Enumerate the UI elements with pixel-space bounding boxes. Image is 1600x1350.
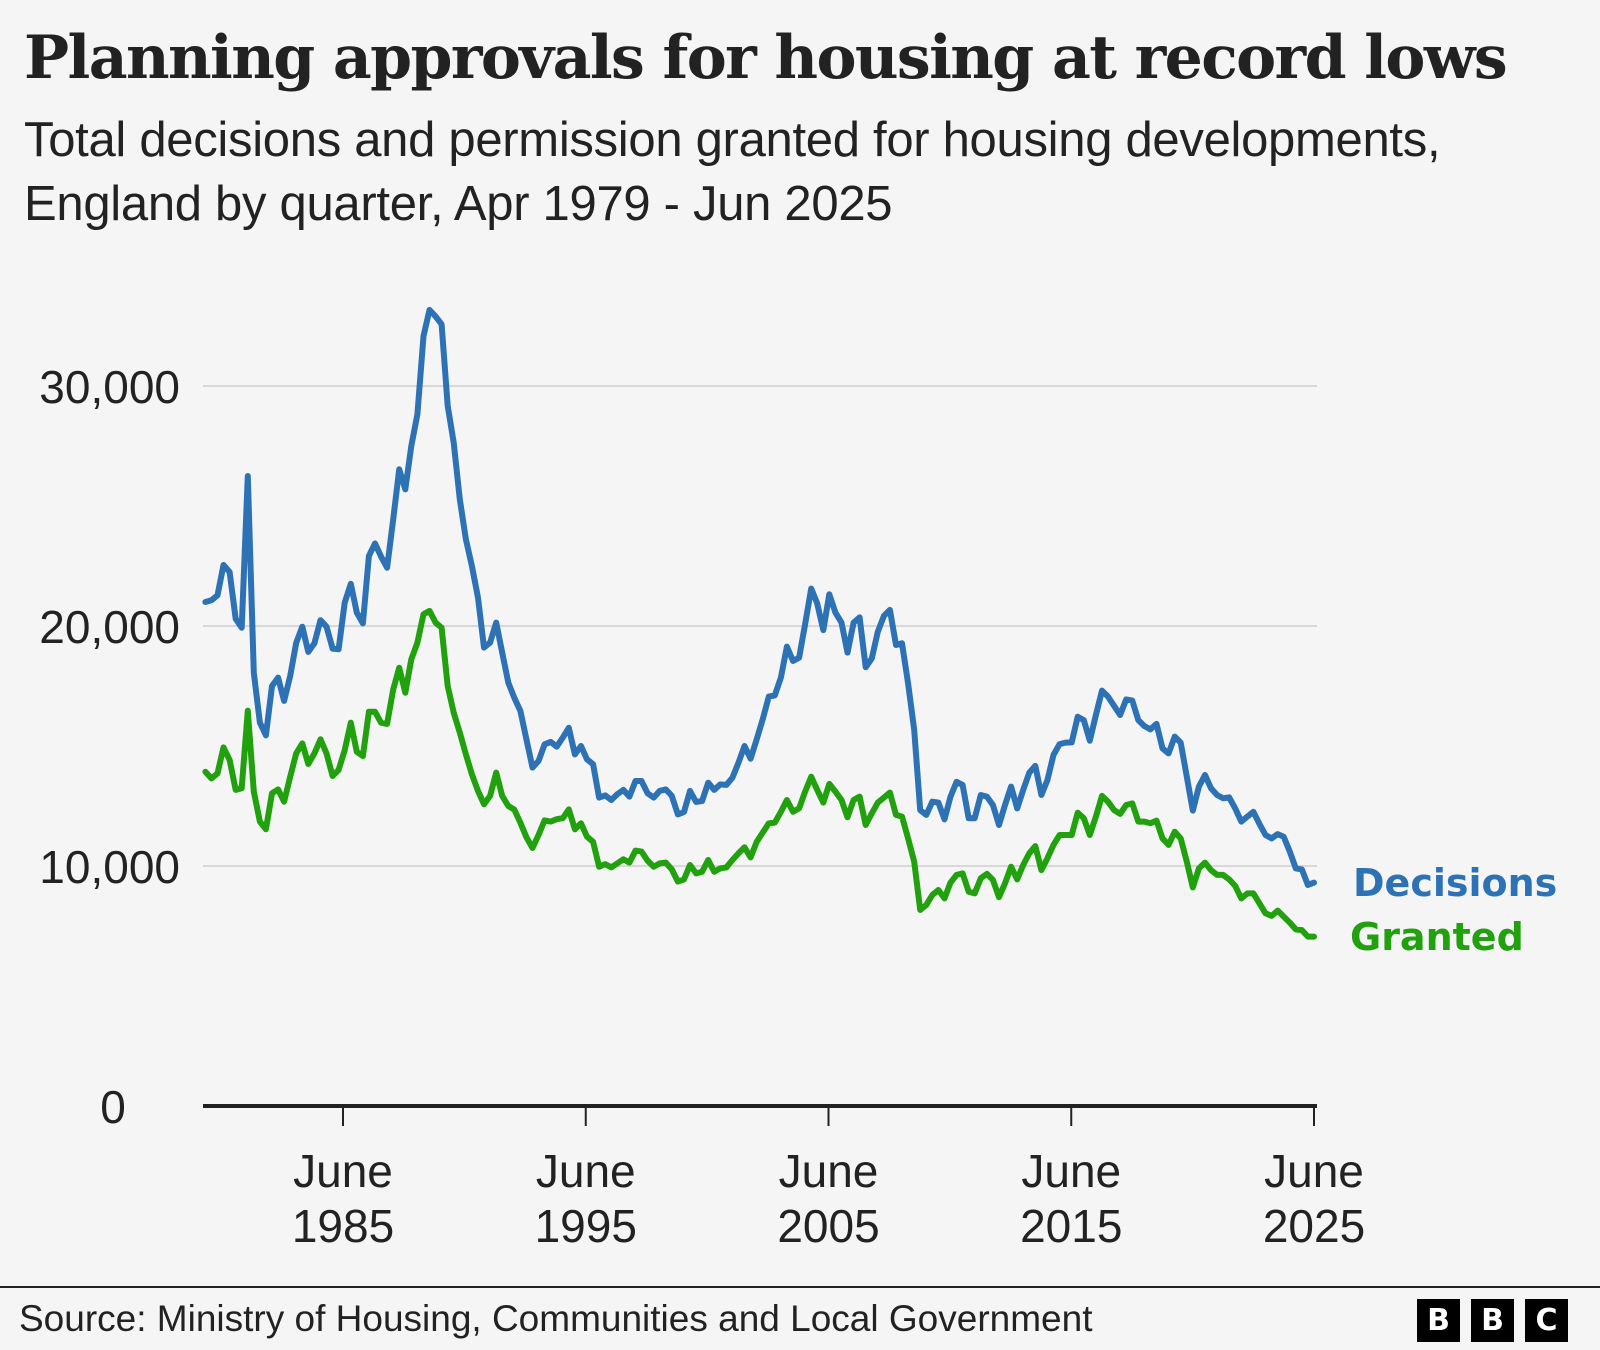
legend-label-granted: Granted <box>1350 915 1524 959</box>
source-note: Source: Ministry of Housing, Communities… <box>19 1298 1093 1339</box>
footer-divider <box>0 1286 1600 1288</box>
x-tick-label-year: 2005 <box>777 1200 879 1252</box>
bbc-logo: B B C <box>1417 1299 1568 1342</box>
x-tick-label-year: 2015 <box>1020 1200 1122 1252</box>
x-tick-label-year: 2025 <box>1263 1200 1365 1252</box>
y-tick-label: 30,000 <box>39 361 180 413</box>
series-line-decisions <box>202 306 1317 888</box>
chart-subtitle: Total decisions and permission granted f… <box>24 113 1441 231</box>
y-tick-label: 0 <box>100 1081 126 1133</box>
y-axis-tick-labels: 0 10,000 20,000 30,000 <box>39 361 180 1133</box>
bbc-logo-letter: C <box>1525 1299 1568 1342</box>
gridlines <box>203 385 1317 867</box>
x-tick-label-month: June <box>536 1145 636 1197</box>
y-tick-label: 20,000 <box>39 601 180 653</box>
series-line-granted <box>202 607 1317 940</box>
chart-title: Planning approvals for housing at record… <box>24 23 1508 93</box>
y-tick-label: 10,000 <box>39 841 180 893</box>
bbc-logo-letter: B <box>1471 1299 1514 1342</box>
x-tick-label-year: 1985 <box>292 1200 394 1252</box>
legend-label-decisions: Decisions <box>1353 861 1557 905</box>
series-lines <box>202 306 1317 940</box>
x-tick-label-month: June <box>779 1145 879 1197</box>
x-tick-label-month: June <box>1021 1145 1121 1197</box>
legend: Decisions Granted <box>1350 861 1557 959</box>
x-tick-label-month: June <box>293 1145 393 1197</box>
bbc-logo-letter: B <box>1417 1299 1460 1342</box>
x-tick-label-month: June <box>1264 1145 1364 1197</box>
x-tick-label-year: 1995 <box>535 1200 637 1252</box>
